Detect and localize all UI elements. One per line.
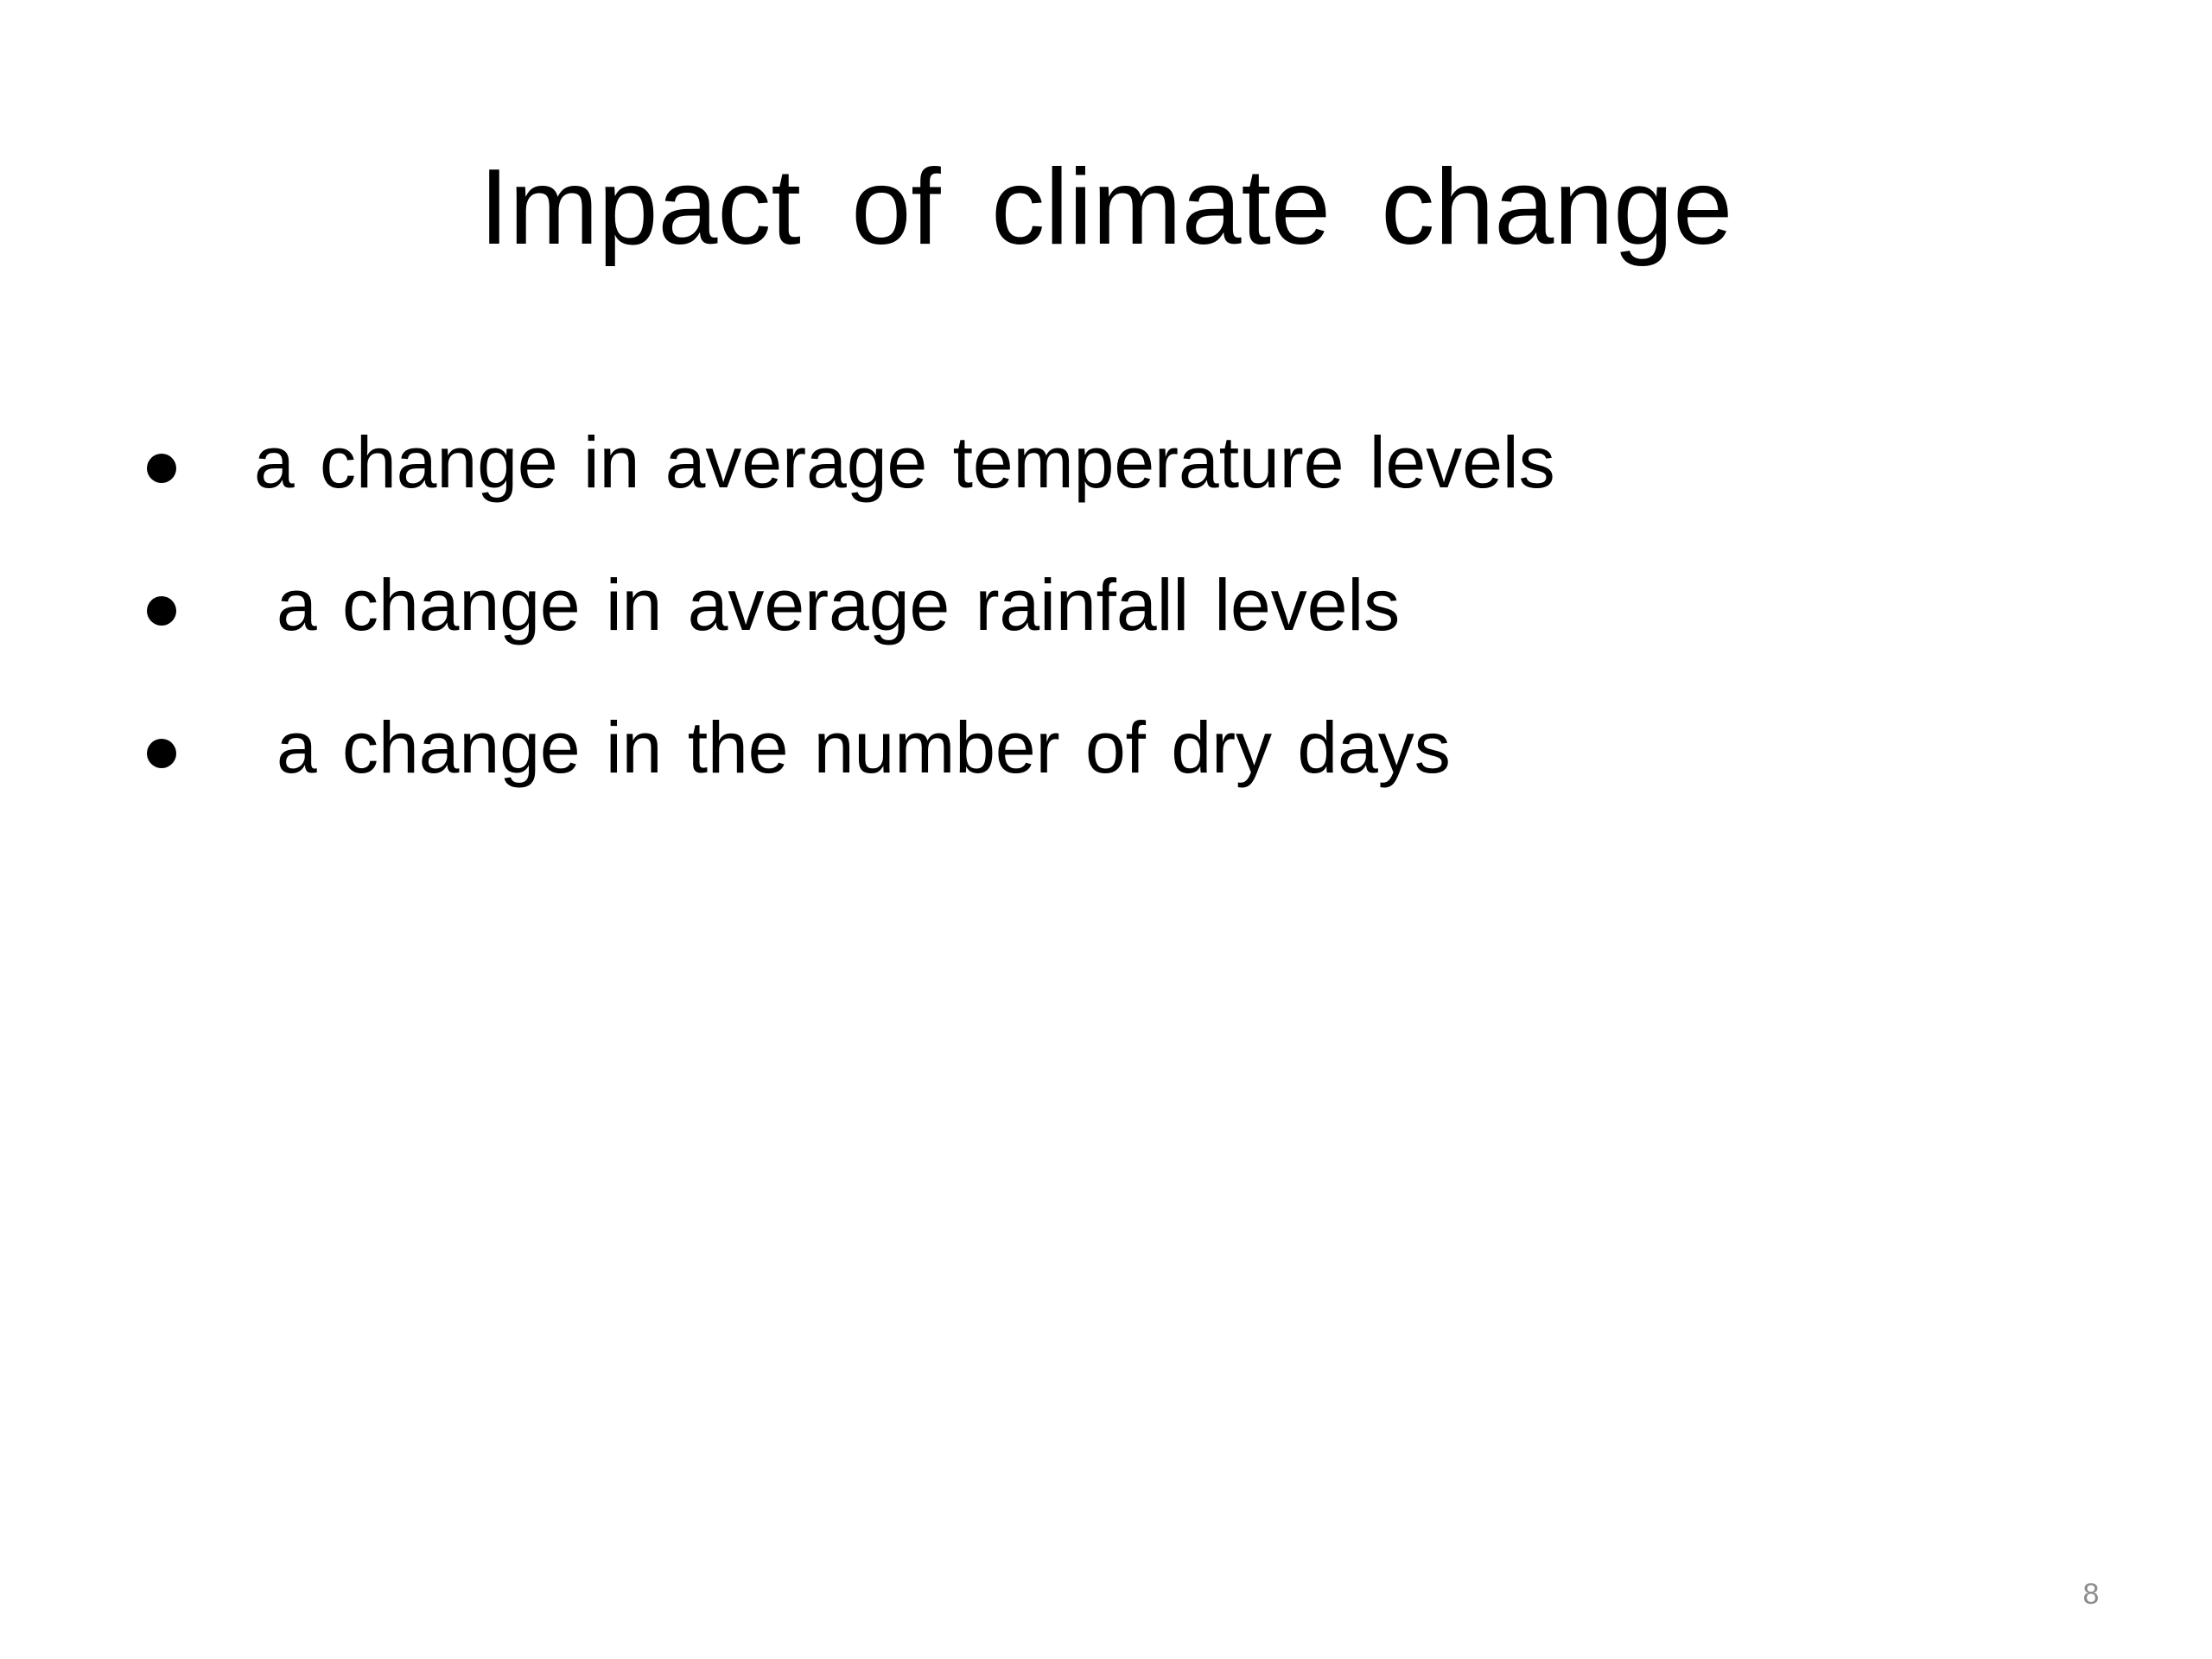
slide-title: Impact of climate change (479, 148, 1733, 267)
bullet-text: a change in average temperature levels (254, 422, 1555, 503)
bullet-item: a change in average temperature levels (138, 415, 1555, 510)
bullet-text: a change in average rainfall levels (276, 564, 1401, 645)
bullet-dot (147, 453, 176, 483)
bullet-item: a change in average rainfall levels (138, 557, 1400, 652)
page-number: 8 (2082, 1578, 2100, 1611)
bullet-text: a change in the number of dry days (276, 707, 1451, 788)
bullet-item: a change in the number of dry days (138, 700, 1451, 795)
bullet-dot (147, 595, 176, 626)
bullet-dot (147, 738, 176, 768)
